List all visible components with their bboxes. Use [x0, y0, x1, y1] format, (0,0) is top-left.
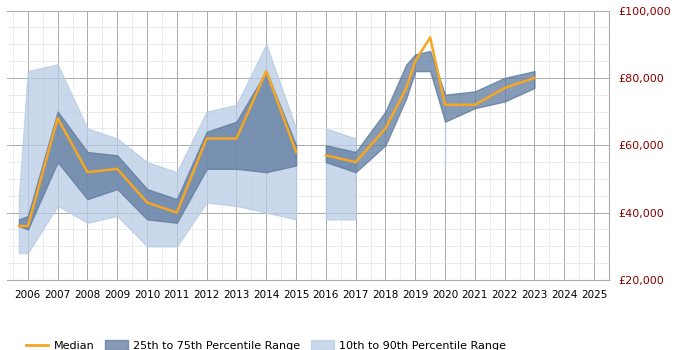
Legend: Median, 25th to 75th Percentile Range, 10th to 90th Percentile Range: Median, 25th to 75th Percentile Range, 1… — [21, 336, 510, 350]
